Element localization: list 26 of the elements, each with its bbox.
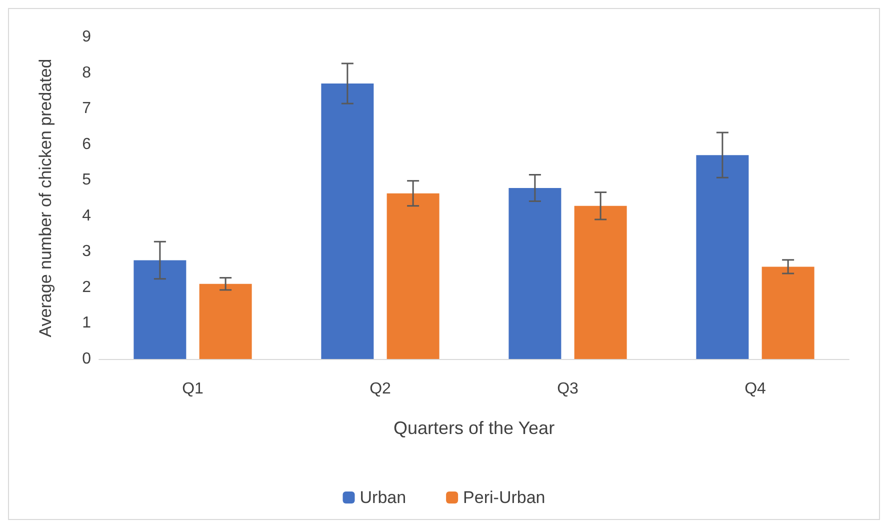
legend-label: Peri-Urban xyxy=(463,488,546,507)
x-tick-label: Q3 xyxy=(557,380,579,398)
bar xyxy=(321,84,374,359)
y-tick-label: 6 xyxy=(82,136,92,153)
x-tick-label: Q1 xyxy=(182,380,204,398)
y-tick-label: 5 xyxy=(82,172,92,189)
y-tick-label: 7 xyxy=(82,100,92,118)
y-tick-label: 3 xyxy=(82,243,92,260)
x-tick-label: Q2 xyxy=(370,380,392,398)
bar xyxy=(696,155,749,359)
y-axis-title: Average number of chicken predated xyxy=(36,58,55,338)
bar xyxy=(508,188,562,359)
bar xyxy=(574,206,627,359)
legend-label: Urban xyxy=(360,488,406,507)
y-tick-label: 0 xyxy=(82,350,92,368)
y-tick-label: 4 xyxy=(82,207,92,224)
bar xyxy=(386,193,440,359)
x-axis-title: Quarters of the Year xyxy=(393,418,555,438)
bar xyxy=(762,266,814,359)
bar xyxy=(134,260,186,359)
y-tick-label: 1 xyxy=(82,314,92,332)
x-tick-label: Q4 xyxy=(744,380,766,398)
y-tick-label: 9 xyxy=(82,28,92,46)
y-tick-label: 2 xyxy=(82,278,92,296)
y-tick-label: 8 xyxy=(82,64,92,82)
bar xyxy=(199,284,252,359)
